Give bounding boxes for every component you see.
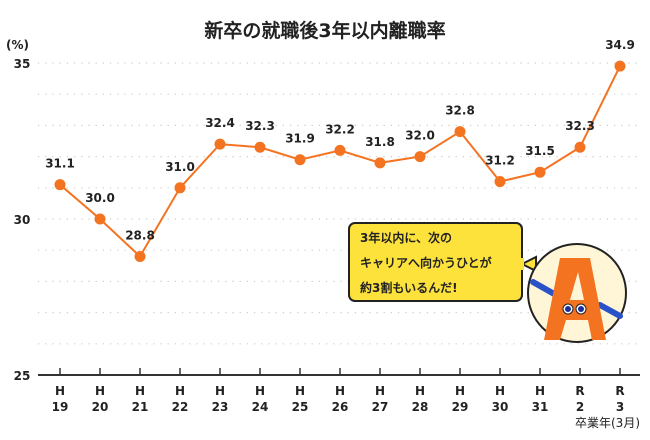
x-tick-label-era: H [535,384,545,398]
data-label: 32.0 [405,129,435,143]
data-point [574,141,586,153]
x-tick-label-era: H [455,384,465,398]
data-label: 28.8 [125,228,155,242]
x-tick-label-era: R [615,384,624,398]
x-tick-label-era: H [415,384,425,398]
y-tick-label: 30 [14,213,31,227]
x-tick-label-era: H [95,384,105,398]
data-point [534,166,546,178]
x-tick-label-year: 24 [252,400,269,414]
callout-line: キャリアへ向かうひとが [360,256,492,270]
x-tick-label-year: 31 [532,400,549,414]
data-label: 31.2 [485,154,515,168]
x-tick-label-era: H [175,384,185,398]
x-tick-label-year: 30 [492,400,509,414]
x-tick-label-era: H [295,384,305,398]
x-tick-label-year: 27 [372,400,389,414]
data-point [374,157,386,169]
data-label: 32.2 [325,122,355,136]
x-tick-label-era: H [55,384,65,398]
x-tick-label-year: 23 [212,400,229,414]
x-tick-label-era: H [375,384,385,398]
data-point [134,250,146,262]
data-label: 34.9 [605,38,635,52]
callout-line: 約3割もいるんだ! [360,281,458,295]
data-point [614,60,626,72]
y-tick-label: 25 [14,369,31,383]
x-tick-label-era: H [215,384,225,398]
data-point [254,141,266,153]
y-tick-label: 35 [14,57,31,71]
data-point [294,154,306,166]
x-tick-label-era: H [255,384,265,398]
data-point [94,213,106,225]
x-tick-label-year: 28 [412,400,429,414]
callout-line: 3年以内に、次の [360,231,452,245]
data-label: 32.3 [565,119,595,133]
data-point [454,126,466,138]
x-tick-label-year: 2 [576,400,584,414]
x-tick-label-year: 25 [292,400,309,414]
x-tick-label-year: 20 [92,400,109,414]
data-label: 31.0 [165,160,195,174]
y-axis-unit: (%) [6,38,29,52]
data-label: 30.0 [85,191,115,205]
x-tick-label-year: 19 [52,400,69,414]
x-tick-label-era: H [335,384,345,398]
x-tick-label-year: 29 [452,400,469,414]
data-point [54,179,66,191]
data-label: 31.1 [45,157,75,171]
data-point [494,176,506,188]
x-tick-label-year: 21 [132,400,149,414]
data-label: 31.5 [525,144,555,158]
x-axis-label: 卒業年(3月) [575,416,640,430]
x-tick-label-year: 3 [616,400,624,414]
x-tick-label-year: 26 [332,400,349,414]
data-label: 31.8 [365,135,395,149]
data-label: 32.3 [245,119,275,133]
data-label: 32.4 [205,116,235,130]
data-label: 32.8 [445,104,475,118]
data-label: 31.9 [285,132,315,146]
x-tick-label-era: H [495,384,505,398]
data-point [214,138,226,150]
x-tick-label-era: H [135,384,145,398]
x-tick-label-year: 22 [172,400,189,414]
data-point [334,144,346,156]
data-point [174,182,186,194]
speech-bubble: 3年以内に、次の キャリアへ向かうひとが 約3割もいるんだ! [348,222,523,302]
chart-title: 新卒の就職後3年以内離職率 [204,20,446,42]
data-point [414,151,426,163]
x-tick-label-era: R [575,384,584,398]
